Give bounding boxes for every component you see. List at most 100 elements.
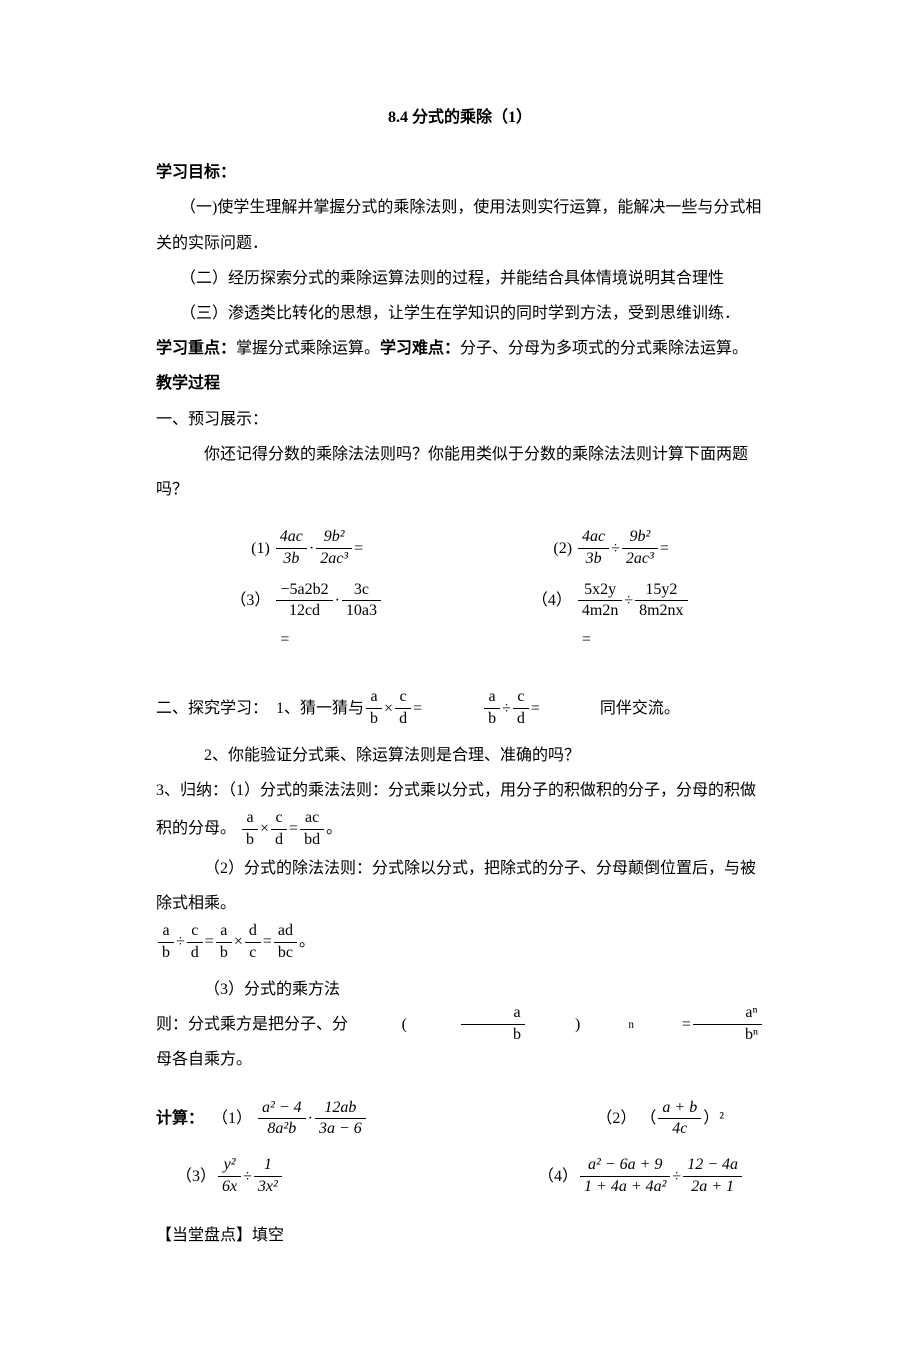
rule-div: ab÷cd=ab×dc=adbc。	[156, 921, 764, 964]
explore-3a-block: 3、归纳：（1）分式的乘法法则：分式乘以分式，用分子的积做积的分子，分母的积做积…	[156, 773, 764, 851]
frac-num: a	[484, 687, 500, 709]
frac-num: a	[158, 921, 174, 943]
preview-question: 你还记得分数的乘除法法则吗？你能用类似于分数的乘除法法则计算下面两题吗？	[156, 437, 764, 507]
frac-den: 1 + 4a + 4a²	[580, 1177, 670, 1198]
c2-tail: ）²	[703, 1101, 724, 1136]
frac-den: 10a3	[342, 601, 381, 622]
frac-den: 2ac³	[622, 549, 658, 570]
frac-den: 12cd	[276, 601, 332, 622]
label-2: (2)	[553, 531, 572, 566]
calc-row-2: （3） y²6x ÷ 13x² （4） a² − 6a + 91 + 4a + …	[156, 1155, 764, 1198]
equals: =	[354, 531, 363, 566]
frac-num: 12ab	[315, 1098, 366, 1120]
frac-num: a + b	[658, 1098, 701, 1120]
frac-den: bc	[274, 943, 297, 964]
frac-den: 3a − 6	[315, 1119, 366, 1140]
frac-num: 1	[254, 1155, 282, 1177]
calc-row-1: 计算： （1） a² − 48a²b · 12ab3a − 6 （2） （ a …	[156, 1098, 764, 1141]
equals: =	[532, 622, 591, 657]
frac-den: d	[513, 709, 529, 730]
frac-den: b	[461, 1025, 525, 1046]
op: ÷	[243, 1159, 252, 1194]
exercise-row-2: （3） −5a2b212cd · 3c10a3 = （4） 5x2y4m2n ÷…	[156, 580, 764, 658]
frac-num: 9b²	[622, 527, 658, 549]
label-1: (1)	[251, 531, 270, 566]
label-c1: （1）	[212, 1101, 252, 1136]
op: ·	[309, 531, 314, 566]
frac-num: 12 − 4a	[683, 1155, 742, 1177]
frac-den: bⁿ	[693, 1025, 762, 1046]
frac-num: c	[271, 808, 287, 830]
frac-den: 2a + 1	[683, 1177, 742, 1198]
frac-num: a² − 4	[258, 1098, 306, 1120]
frac-num: c	[395, 687, 411, 709]
frac-num: 4ac	[276, 527, 307, 549]
frac-num: c	[513, 687, 529, 709]
frac-den: c	[245, 943, 261, 964]
explore-header: 二、探究学习：	[156, 691, 268, 726]
op: ÷	[624, 583, 633, 618]
exercise-2: (2) 4ac3b ÷ 9b²2ac³ =	[553, 527, 668, 570]
frac-num: a	[366, 687, 382, 709]
focus-label: 学习重点：	[156, 340, 236, 357]
preview-header: 一、预习展示：	[156, 402, 764, 437]
label-c4: （4）	[538, 1159, 578, 1194]
frac-den: b	[366, 709, 382, 730]
exercise-row-1: (1) 4ac3b · 9b²2ac³ = (2) 4ac3b ÷ 9b²2ac…	[156, 527, 764, 570]
frac-num: 9b²	[316, 527, 352, 549]
frac-den: 3b	[578, 549, 609, 570]
explore-3c-row: （3）分式的乘方法则：分式乘方是把分子、分母各自乘方。 ( ab)n=aⁿbⁿ	[156, 972, 764, 1078]
focus-line: 学习重点：掌握分式乘除运算。学习难点：分子、分母为多项式的分式乘除法运算。	[156, 331, 764, 366]
recap: 【当堂盘点】填空	[156, 1218, 764, 1253]
frac-num: d	[245, 921, 261, 943]
frac-den: d	[271, 830, 287, 851]
page-title: 8.4 分式的乘除（1）	[156, 100, 764, 135]
frac-den: 4m2n	[578, 601, 622, 622]
goal-3: （三）渗透类比转化的思想，让学生在学知识的同时学到方法，受到思维训练．	[156, 296, 764, 331]
goals-header: 学习目标：	[156, 155, 764, 190]
frac-den: 3b	[276, 549, 307, 570]
difficulty-label: 学习难点：	[380, 340, 460, 357]
process-header: 教学过程	[156, 366, 764, 401]
exercise-1: (1) 4ac3b · 9b²2ac³ =	[251, 527, 363, 570]
label-3: （3）	[230, 583, 270, 618]
frac-den: 3x²	[254, 1177, 282, 1198]
exercise-3: （3） −5a2b212cd · 3c10a3 =	[230, 580, 383, 658]
frac-num: 5x2y	[578, 580, 622, 602]
explore-1-tail: 同伴交流。	[600, 691, 680, 726]
frac-den: 4c	[658, 1119, 701, 1140]
frac-den: 8m2nx	[635, 601, 687, 622]
label-c3: （3）	[176, 1159, 216, 1194]
frac-den: bd	[300, 830, 324, 851]
lpar: (	[354, 1007, 407, 1042]
op: ÷	[672, 1159, 681, 1194]
label-4: （4）	[532, 583, 572, 618]
frac-den: d	[187, 943, 203, 964]
frac-num: ac	[300, 808, 324, 830]
focus-text: 掌握分式乘除运算。	[236, 340, 380, 357]
frac-den: 2ac³	[316, 549, 352, 570]
frac-num: a	[461, 1003, 525, 1025]
frac-den: b	[484, 709, 500, 730]
difficulty-text: 分子、分母为多项式的分式乘除法运算。	[460, 340, 748, 357]
frac-den: b	[216, 943, 232, 964]
frac-den: 6x	[218, 1177, 241, 1198]
explore-2: 2、你能验证分式乘、除运算法则是合理、准确的吗？	[156, 738, 764, 773]
frac-num: y²	[218, 1155, 241, 1177]
frac-num: a	[242, 808, 258, 830]
frac-den: d	[395, 709, 411, 730]
op: ÷	[611, 531, 620, 566]
calc-label: 计算：	[156, 1101, 204, 1136]
frac-num: ad	[274, 921, 297, 943]
op: ·	[308, 1101, 313, 1136]
frac-num: c	[187, 921, 203, 943]
goal-1: （一)使学生理解并掌握分式的乘除法则，使用法则实行运算，能解决一些与分式相关的实…	[156, 190, 764, 260]
label-c2: （2） （	[596, 1101, 656, 1136]
frac-num: 15y2	[635, 580, 687, 602]
frac-num: 4ac	[578, 527, 609, 549]
frac-den: b	[242, 830, 258, 851]
goal-2: （二）经历探索分式的乘除运算法则的过程，并能结合具体情境说明其合理性	[156, 261, 764, 296]
frac-num: aⁿ	[693, 1003, 762, 1025]
explore-1-label: 1、猜一猜与	[276, 691, 364, 726]
equals: =	[230, 622, 289, 657]
